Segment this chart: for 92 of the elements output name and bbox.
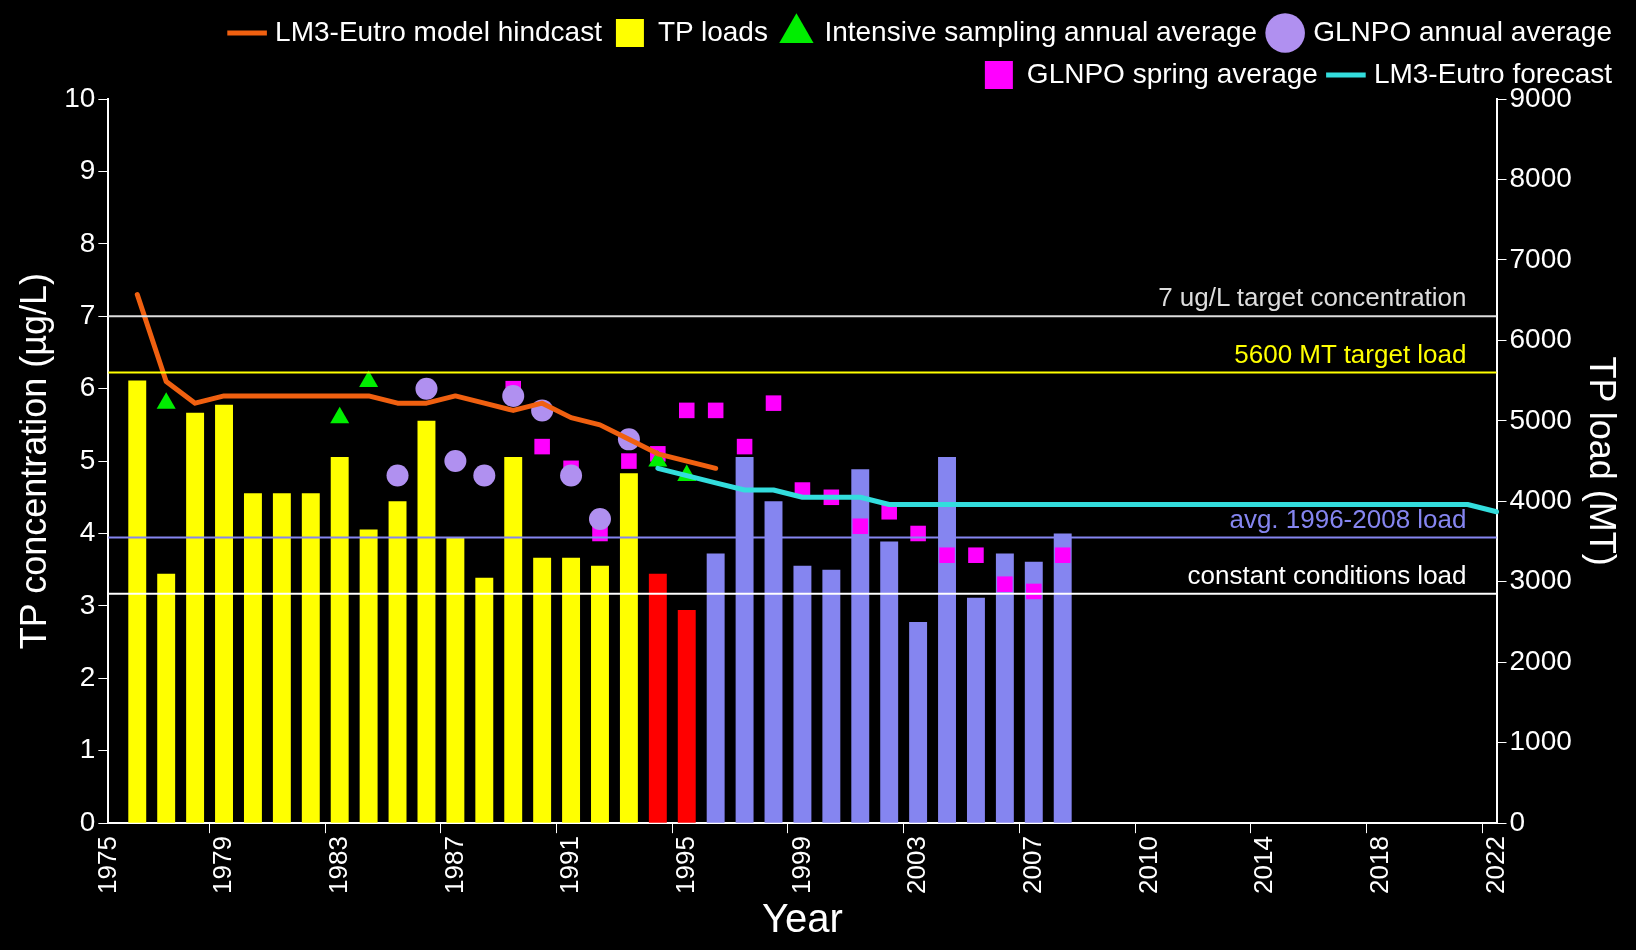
bar bbox=[677, 609, 696, 823]
x-tick-label: 1999 bbox=[785, 836, 816, 894]
legend-label: TP loads bbox=[657, 15, 768, 47]
bar bbox=[243, 493, 262, 823]
y-axis-title: TP concentration (µg/L) bbox=[12, 272, 54, 650]
legend-label: LM3-Eutro forecast bbox=[1373, 57, 1613, 89]
y-tick-label: 4 bbox=[79, 516, 96, 548]
ref-line-label: 7 ug/L target concentration bbox=[1158, 282, 1467, 313]
point bbox=[1054, 547, 1071, 563]
ref-line-label: avg. 1996-2008 load bbox=[1229, 503, 1467, 534]
bar bbox=[966, 597, 985, 823]
point bbox=[444, 450, 467, 473]
y2-tick-label: 1000 bbox=[1509, 725, 1572, 757]
x-tick-label: 1979 bbox=[207, 836, 238, 894]
point bbox=[678, 402, 695, 419]
point bbox=[415, 377, 438, 400]
point bbox=[560, 464, 583, 487]
bar bbox=[504, 457, 523, 823]
bar bbox=[706, 553, 725, 823]
y-tick-label: 3 bbox=[79, 588, 96, 620]
y-tick-label: 6 bbox=[79, 371, 96, 403]
x-tick-label: 1995 bbox=[669, 836, 700, 894]
bar bbox=[475, 577, 494, 823]
bar bbox=[359, 529, 378, 823]
point bbox=[736, 438, 753, 455]
point bbox=[765, 395, 782, 411]
bar bbox=[562, 557, 581, 823]
x-tick-label: 2018 bbox=[1364, 836, 1394, 894]
point bbox=[502, 384, 525, 407]
point bbox=[386, 464, 409, 487]
y-tick-label: 8 bbox=[79, 226, 96, 258]
y-tick-label: 0 bbox=[79, 805, 96, 837]
ref-line-label: constant conditions load bbox=[1187, 560, 1467, 591]
legend-label: GLNPO spring average bbox=[1026, 57, 1318, 89]
bar bbox=[128, 380, 147, 823]
x-axis-title: Year bbox=[762, 896, 843, 941]
point bbox=[534, 438, 550, 455]
x-tick-label: 1975 bbox=[91, 836, 122, 894]
y2-axis-title: TP load (MT) bbox=[1582, 356, 1624, 566]
x-tick-label: 1987 bbox=[438, 836, 469, 894]
y-tick-label: 5 bbox=[79, 443, 96, 475]
point bbox=[852, 518, 869, 535]
y2-tick-label: 6000 bbox=[1509, 323, 1572, 355]
y-tick-label: 10 bbox=[64, 81, 96, 113]
bar bbox=[591, 565, 609, 823]
point bbox=[939, 547, 955, 563]
y-tick-label: 2 bbox=[79, 661, 96, 693]
bar bbox=[880, 541, 899, 823]
bar bbox=[215, 404, 233, 823]
y-tick-label: 1 bbox=[79, 733, 96, 765]
bar bbox=[533, 557, 552, 823]
bar bbox=[793, 565, 812, 823]
x-tick-label: 2014 bbox=[1248, 836, 1279, 894]
bar bbox=[995, 553, 1014, 823]
bar bbox=[388, 501, 407, 823]
legend-label: Intensive sampling annual average bbox=[824, 15, 1258, 47]
legend-label: LM3-Eutro model hindcast bbox=[275, 15, 603, 47]
point bbox=[997, 576, 1013, 592]
bar bbox=[186, 412, 205, 823]
bar bbox=[301, 493, 320, 823]
bar bbox=[909, 622, 928, 823]
point bbox=[707, 402, 724, 419]
bar bbox=[417, 420, 436, 823]
bar bbox=[619, 473, 638, 823]
point bbox=[473, 464, 496, 487]
y2-tick-label: 3000 bbox=[1509, 564, 1572, 596]
y2-tick-label: 8000 bbox=[1509, 162, 1572, 194]
bar bbox=[446, 537, 465, 823]
bar bbox=[330, 457, 349, 823]
point bbox=[968, 547, 984, 563]
point bbox=[588, 508, 611, 531]
bar bbox=[1024, 561, 1043, 823]
bar bbox=[822, 569, 841, 823]
y2-tick-label: 5000 bbox=[1509, 403, 1572, 435]
y2-tick-label: 0 bbox=[1509, 805, 1526, 837]
x-tick-label: 1983 bbox=[322, 836, 353, 894]
bar bbox=[272, 493, 291, 823]
y2-tick-label: 4000 bbox=[1509, 484, 1572, 516]
x-tick-label: 2022 bbox=[1479, 836, 1510, 894]
point bbox=[621, 453, 637, 469]
y2-tick-label: 7000 bbox=[1509, 242, 1572, 274]
x-tick-label: 2010 bbox=[1132, 836, 1163, 894]
bar bbox=[157, 573, 176, 823]
x-tick-label: 2003 bbox=[901, 836, 932, 894]
x-tick-label: 2007 bbox=[1016, 836, 1047, 894]
bar bbox=[648, 573, 667, 823]
y-tick-label: 7 bbox=[79, 298, 96, 330]
ref-line-label: 5600 MT target load bbox=[1234, 338, 1467, 369]
legend-label: GLNPO annual average bbox=[1313, 15, 1613, 47]
x-tick-label: 1991 bbox=[554, 836, 585, 894]
y-tick-label: 9 bbox=[79, 154, 96, 186]
y2-tick-label: 2000 bbox=[1509, 644, 1572, 676]
